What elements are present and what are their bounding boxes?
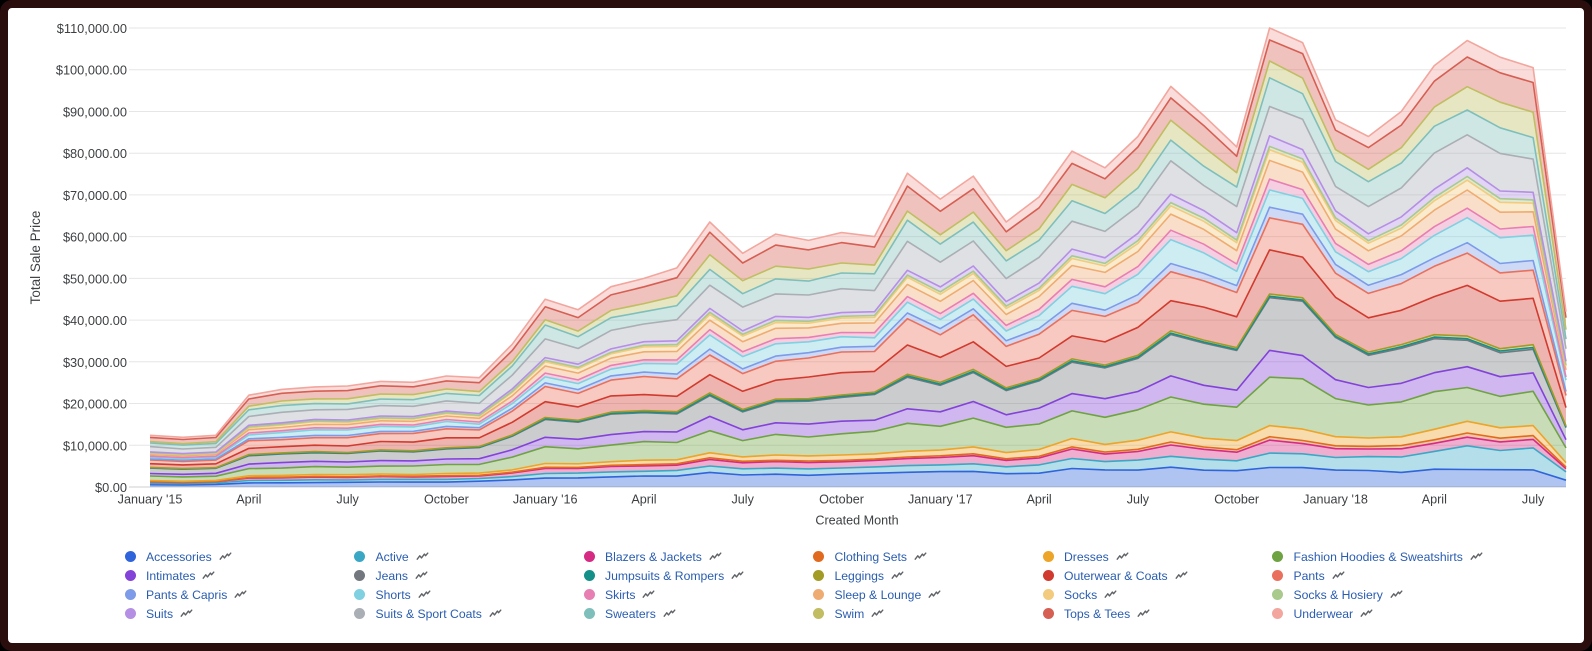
svg-text:October: October xyxy=(424,493,469,507)
svg-text:$40,000.00: $40,000.00 xyxy=(63,313,127,328)
svg-text:April: April xyxy=(1422,493,1447,507)
svg-text:$50,000.00: $50,000.00 xyxy=(63,271,127,286)
svg-text:$100,000.00: $100,000.00 xyxy=(56,63,127,78)
svg-text:$80,000.00: $80,000.00 xyxy=(63,146,127,161)
svg-text:January '17: January '17 xyxy=(908,493,973,507)
svg-text:April: April xyxy=(236,493,261,507)
svg-text:July: July xyxy=(1522,493,1545,507)
svg-text:$20,000.00: $20,000.00 xyxy=(63,397,127,412)
svg-text:January '18: January '18 xyxy=(1303,493,1368,507)
svg-text:$70,000.00: $70,000.00 xyxy=(63,188,127,203)
svg-text:April: April xyxy=(631,493,656,507)
svg-text:July: July xyxy=(731,493,754,507)
svg-text:October: October xyxy=(1214,493,1259,507)
svg-text:Total Sale Price: Total Sale Price xyxy=(28,211,43,305)
svg-text:$110,000.00: $110,000.00 xyxy=(57,21,127,36)
svg-text:October: October xyxy=(819,493,864,507)
svg-text:July: July xyxy=(1127,493,1150,507)
svg-text:$10,000.00: $10,000.00 xyxy=(63,438,127,453)
svg-text:April: April xyxy=(1026,493,1051,507)
svg-text:January '16: January '16 xyxy=(513,493,578,507)
svg-text:Created Month: Created Month xyxy=(815,514,898,528)
svg-text:$0.00: $0.00 xyxy=(95,480,127,495)
svg-text:$60,000.00: $60,000.00 xyxy=(63,230,127,245)
svg-text:$30,000.00: $30,000.00 xyxy=(63,355,127,370)
svg-text:$90,000.00: $90,000.00 xyxy=(63,105,127,120)
svg-text:January '15: January '15 xyxy=(118,493,183,507)
svg-text:July: July xyxy=(336,493,359,507)
